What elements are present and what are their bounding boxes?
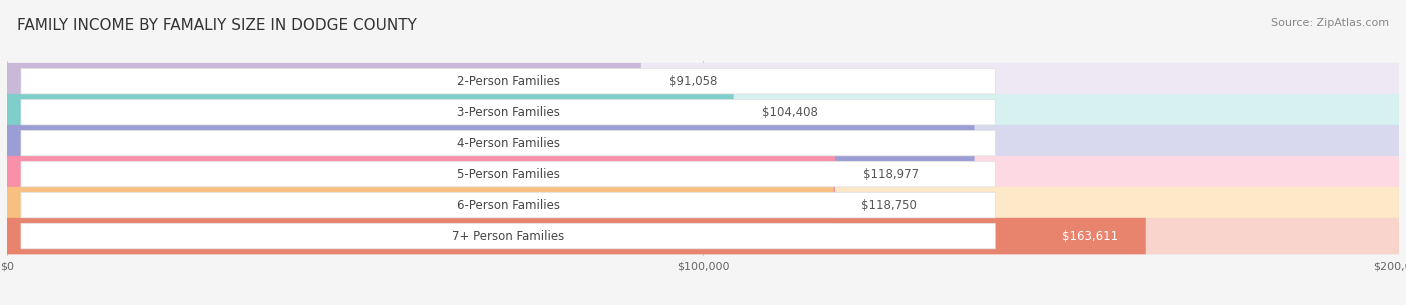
Text: 4-Person Families: 4-Person Families (457, 137, 560, 150)
FancyBboxPatch shape (21, 99, 995, 125)
FancyBboxPatch shape (7, 63, 1399, 99)
Text: $104,408: $104,408 (762, 106, 817, 119)
FancyBboxPatch shape (7, 156, 1399, 192)
FancyBboxPatch shape (7, 63, 641, 99)
FancyBboxPatch shape (7, 187, 834, 223)
FancyBboxPatch shape (7, 125, 974, 161)
Text: 7+ Person Families: 7+ Person Families (451, 230, 564, 242)
Text: $139,013: $139,013 (891, 137, 946, 150)
Text: FAMILY INCOME BY FAMALIY SIZE IN DODGE COUNTY: FAMILY INCOME BY FAMALIY SIZE IN DODGE C… (17, 18, 416, 33)
Text: 5-Person Families: 5-Person Families (457, 167, 560, 181)
FancyBboxPatch shape (7, 156, 835, 192)
FancyBboxPatch shape (7, 187, 1399, 223)
FancyBboxPatch shape (21, 161, 995, 187)
Text: $118,977: $118,977 (863, 167, 920, 181)
FancyBboxPatch shape (7, 125, 1399, 161)
FancyBboxPatch shape (7, 94, 1399, 130)
Text: 3-Person Families: 3-Person Families (457, 106, 560, 119)
FancyBboxPatch shape (7, 218, 1399, 254)
FancyBboxPatch shape (21, 223, 995, 249)
FancyBboxPatch shape (7, 218, 1146, 254)
Text: $118,750: $118,750 (862, 199, 917, 212)
Text: $91,058: $91,058 (669, 75, 717, 88)
Text: 6-Person Families: 6-Person Families (457, 199, 560, 212)
FancyBboxPatch shape (7, 94, 734, 130)
Text: $163,611: $163,611 (1062, 230, 1118, 242)
FancyBboxPatch shape (21, 68, 995, 94)
FancyBboxPatch shape (21, 192, 995, 218)
Text: 2-Person Families: 2-Person Families (457, 75, 560, 88)
Text: Source: ZipAtlas.com: Source: ZipAtlas.com (1271, 18, 1389, 28)
FancyBboxPatch shape (21, 130, 995, 156)
